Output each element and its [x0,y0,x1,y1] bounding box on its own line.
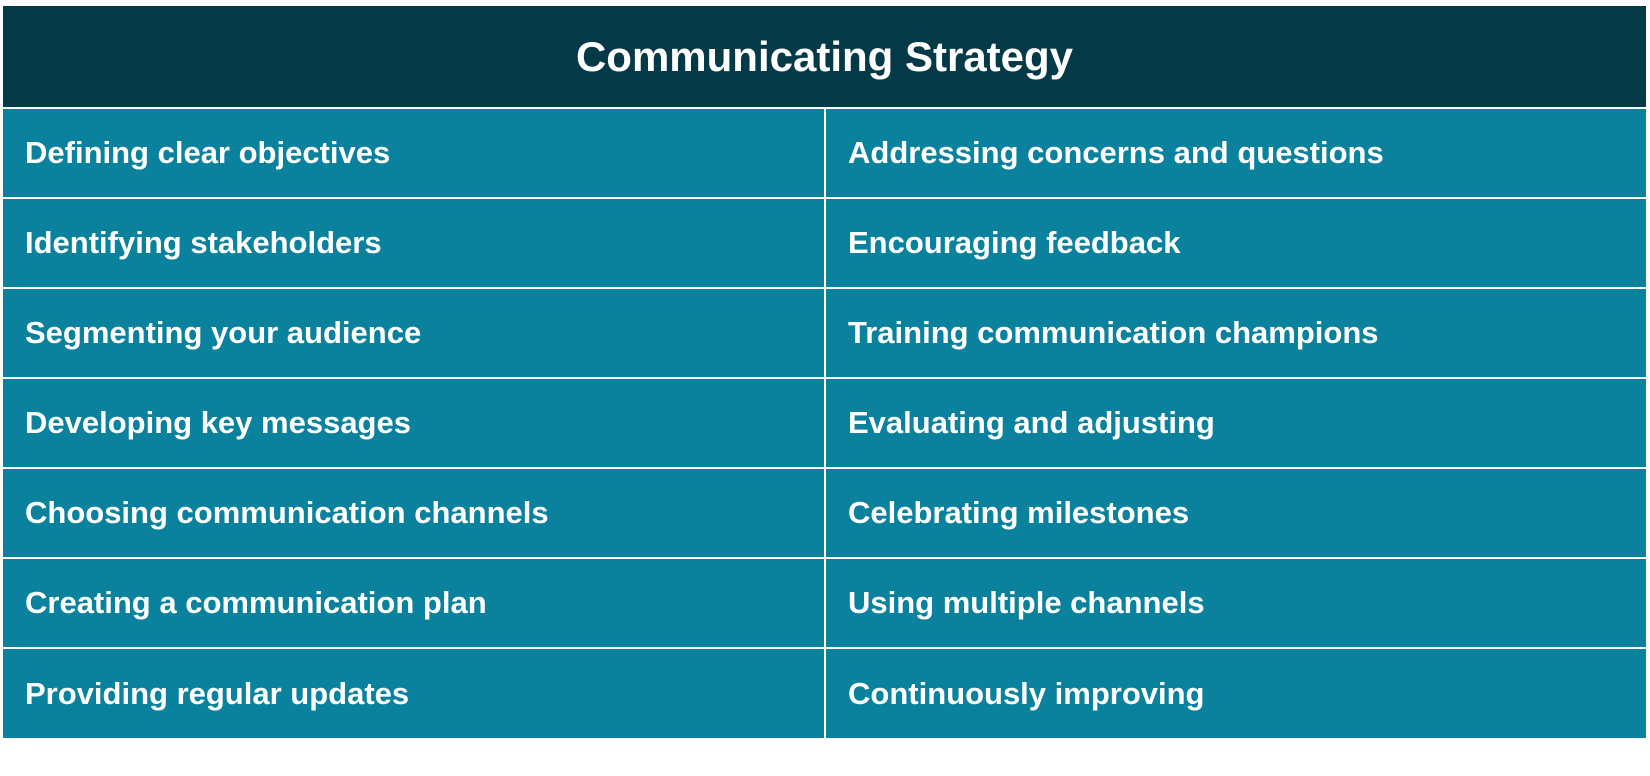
table-cell-left: Segmenting your audience [3,288,826,379]
table-cell-left: Providing regular updates [3,648,826,738]
table-cell-left: Developing key messages [3,378,826,469]
table-row: Developing key messages Evaluating and a… [3,378,1647,469]
table-cell-right: Using multiple channels [825,558,1647,649]
table-cell-left: Creating a communication plan [3,558,826,649]
table-cell-right: Celebrating milestones [825,468,1647,559]
strategy-table: Communicating Strategy Defining clear ob… [3,6,1647,738]
table-cell-right: Continuously improving [825,648,1647,738]
table-cell-right: Addressing concerns and questions [825,108,1647,199]
table-cell-right: Encouraging feedback [825,198,1647,289]
table-row: Identifying stakeholders Encouraging fee… [3,198,1647,289]
table-row: Creating a communication plan Using mult… [3,558,1647,649]
table-row: Providing regular updates Continuously i… [3,648,1647,738]
table-cell-left: Defining clear objectives [3,108,826,199]
table-cell-left: Choosing communication channels [3,468,826,559]
table-cell-left: Identifying stakeholders [3,198,826,289]
table-cell-right: Evaluating and adjusting [825,378,1647,469]
table-row: Choosing communication channels Celebrat… [3,468,1647,559]
header-row: Communicating Strategy [3,6,1647,109]
table-row: Defining clear objectives Addressing con… [3,108,1647,199]
table-cell-right: Training communication champions [825,288,1647,379]
table-row: Segmenting your audience Training commun… [3,288,1647,379]
table-title: Communicating Strategy [3,6,1647,109]
